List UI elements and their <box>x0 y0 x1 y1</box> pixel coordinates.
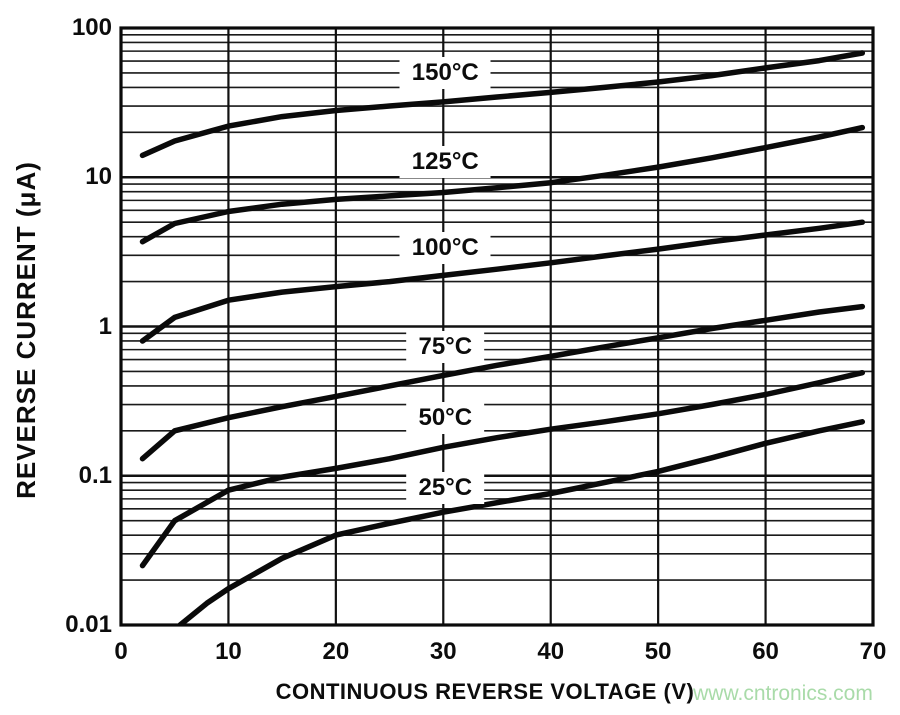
x-tick-label-20: 20 <box>322 638 350 665</box>
x-axis-title: CONTINUOUS REVERSE VOLTAGE (V) <box>275 679 695 704</box>
curve-100c <box>139 219 866 344</box>
plot-border <box>119 26 875 627</box>
curve-label-100c: 100°C <box>399 231 491 264</box>
y-tick-label-0.1: 0.1 <box>78 461 112 489</box>
curve-25c <box>177 419 866 625</box>
x-tick-label-50: 50 <box>644 638 672 665</box>
curve-label-125c: 125°C <box>399 146 491 179</box>
y-tick-label-100: 100 <box>71 14 112 41</box>
curve-75c <box>139 303 866 462</box>
curve-125c <box>139 124 866 245</box>
curve-label-25c: 25°C <box>406 471 485 504</box>
y-tick-label-1: 1 <box>98 312 112 340</box>
curve-50c <box>139 369 866 569</box>
x-tick-label-40: 40 <box>537 638 565 665</box>
watermark-text: www.cntronics.com <box>693 682 873 705</box>
x-tick-label-70: 70 <box>859 638 887 665</box>
curve-label-75c: 75°C <box>406 330 485 363</box>
curve-label-150c: 150°C <box>399 56 491 89</box>
y-tick-label-0.01: 0.01 <box>65 611 112 638</box>
y-tick-label-10: 10 <box>85 163 112 191</box>
curve-label-50c: 50°C <box>406 401 485 434</box>
x-tick-label-10: 10 <box>215 638 242 665</box>
x-tick-label-60: 60 <box>752 638 779 665</box>
x-tick-label-0: 0 <box>114 638 128 665</box>
curve-150c <box>139 50 866 159</box>
x-tick-label-30: 30 <box>429 638 457 665</box>
